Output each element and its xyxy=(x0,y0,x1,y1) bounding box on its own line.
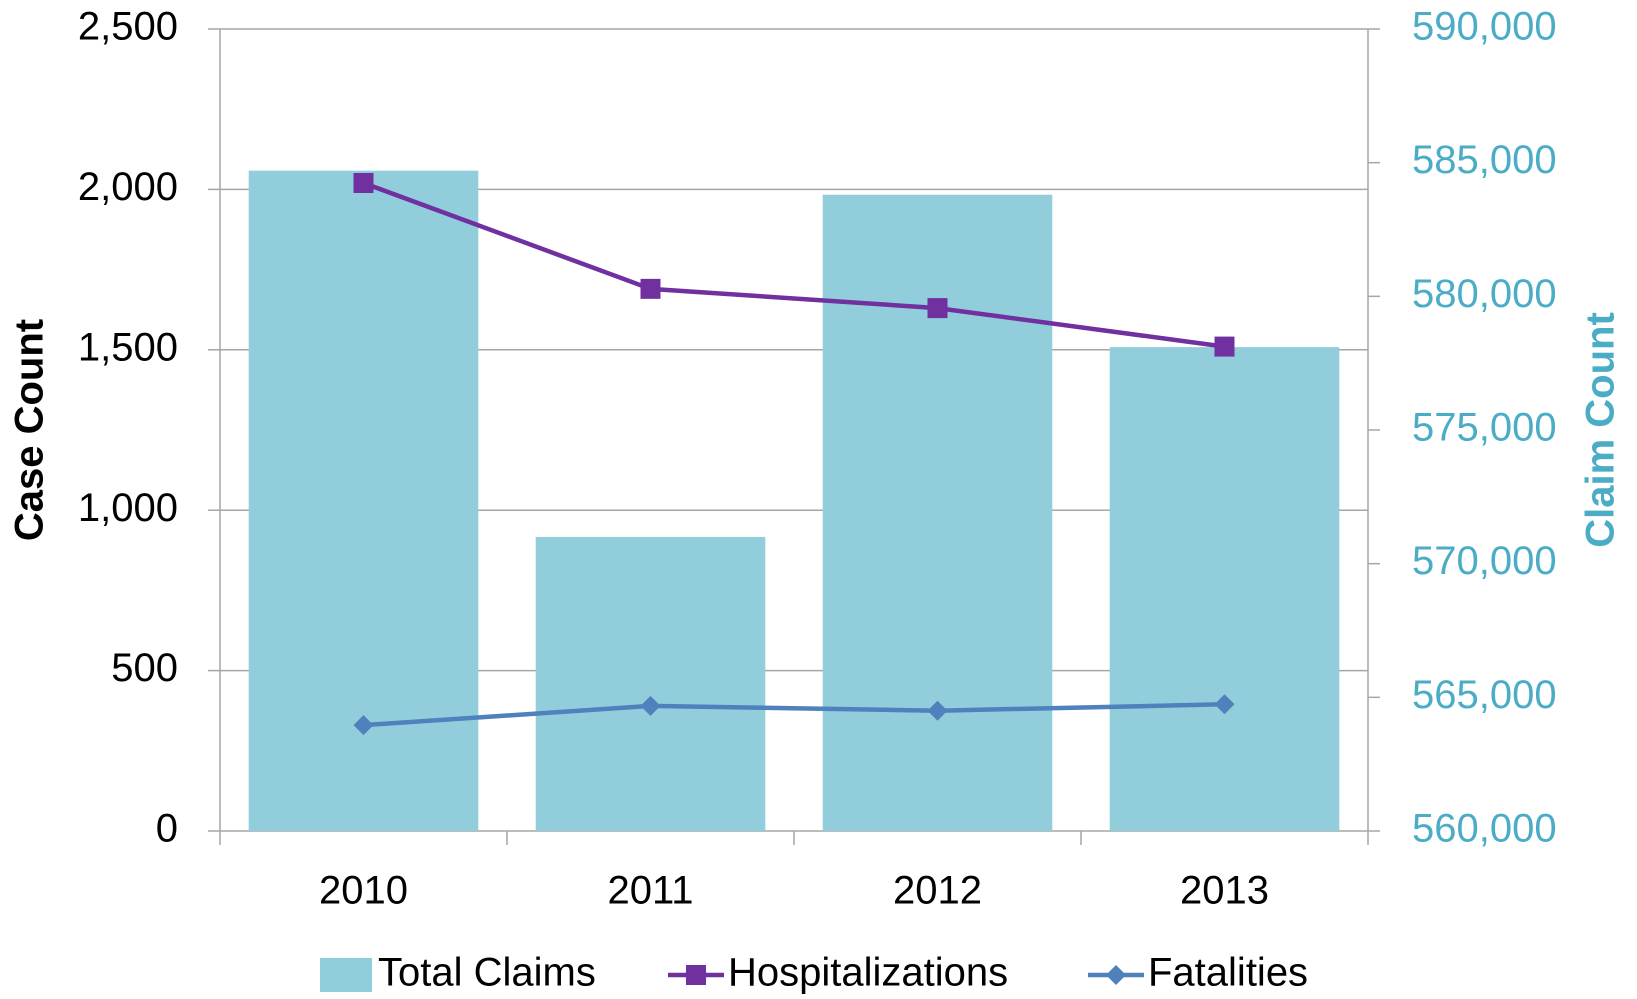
point xyxy=(927,298,948,319)
y2-tick-label: 560,000 xyxy=(1412,807,1557,851)
point xyxy=(640,278,661,299)
line xyxy=(362,180,1225,349)
y-tick-label: 2,500 xyxy=(78,5,178,49)
legend-label: Hospitalizations xyxy=(728,951,1008,995)
legend-marker xyxy=(1106,965,1126,985)
y-axis-label: Case Count xyxy=(8,319,52,541)
y-tick-label: 1,500 xyxy=(78,325,178,369)
y-tick-label: 0 xyxy=(156,807,178,851)
legend-marker xyxy=(686,965,706,985)
y-tick-label: 2,000 xyxy=(78,165,178,209)
point xyxy=(1214,336,1235,357)
y-tick-label: 500 xyxy=(111,646,178,690)
y2-tick-label: 575,000 xyxy=(1412,406,1557,450)
bar xyxy=(535,536,766,831)
bar xyxy=(1109,347,1340,831)
point xyxy=(927,700,948,721)
legend-label: Fatalities xyxy=(1148,951,1308,995)
y2-tick-label: 590,000 xyxy=(1412,5,1557,49)
point xyxy=(353,715,374,736)
point xyxy=(1214,694,1235,715)
y2-tick-label: 570,000 xyxy=(1412,539,1557,583)
x-tick-label: 2011 xyxy=(607,869,693,913)
x-tick-label: 2010 xyxy=(319,869,408,913)
y2-tick-label: 580,000 xyxy=(1412,272,1557,316)
legend-label: Total Claims xyxy=(378,951,596,995)
bar xyxy=(822,194,1053,831)
point xyxy=(353,172,374,193)
y-tick-label: 1,000 xyxy=(78,486,178,530)
y2-axis-label: Claim Count xyxy=(1579,312,1623,548)
y2-tick-label: 565,000 xyxy=(1412,673,1557,717)
point xyxy=(640,695,661,716)
line xyxy=(363,702,1225,728)
x-tick-label: 2013 xyxy=(1180,869,1269,913)
y2-tick-label: 585,000 xyxy=(1412,138,1557,182)
legend-swatch xyxy=(320,958,372,992)
x-tick-label: 2012 xyxy=(893,869,982,913)
